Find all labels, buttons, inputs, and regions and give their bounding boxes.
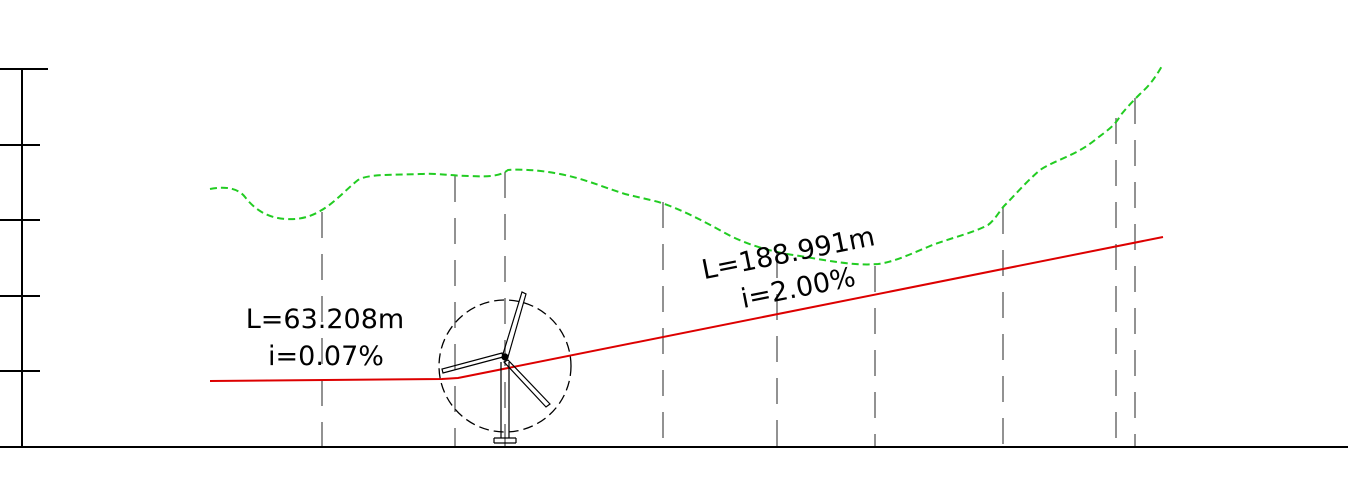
segment-1-label: L=63.208m i=0.07% xyxy=(246,304,404,372)
elevation-axis xyxy=(0,68,48,448)
segment-1-grade: i=0.07% xyxy=(268,341,384,372)
segment-1-length: L=63.208m xyxy=(246,304,404,335)
wind-turbine-icon xyxy=(438,291,572,444)
station-lines xyxy=(321,98,1136,446)
ground-line xyxy=(209,65,1163,266)
design-grade-line xyxy=(209,236,1164,382)
segment-2-label: L=188.991m i=2.00% xyxy=(699,221,877,315)
